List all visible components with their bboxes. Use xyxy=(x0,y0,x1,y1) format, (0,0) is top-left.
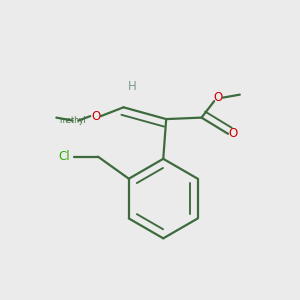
Text: H: H xyxy=(128,80,137,93)
Text: O: O xyxy=(213,91,222,104)
Text: Cl: Cl xyxy=(58,150,70,163)
Text: O: O xyxy=(229,127,238,140)
Text: O: O xyxy=(91,110,100,123)
Text: methyl: methyl xyxy=(59,116,86,125)
